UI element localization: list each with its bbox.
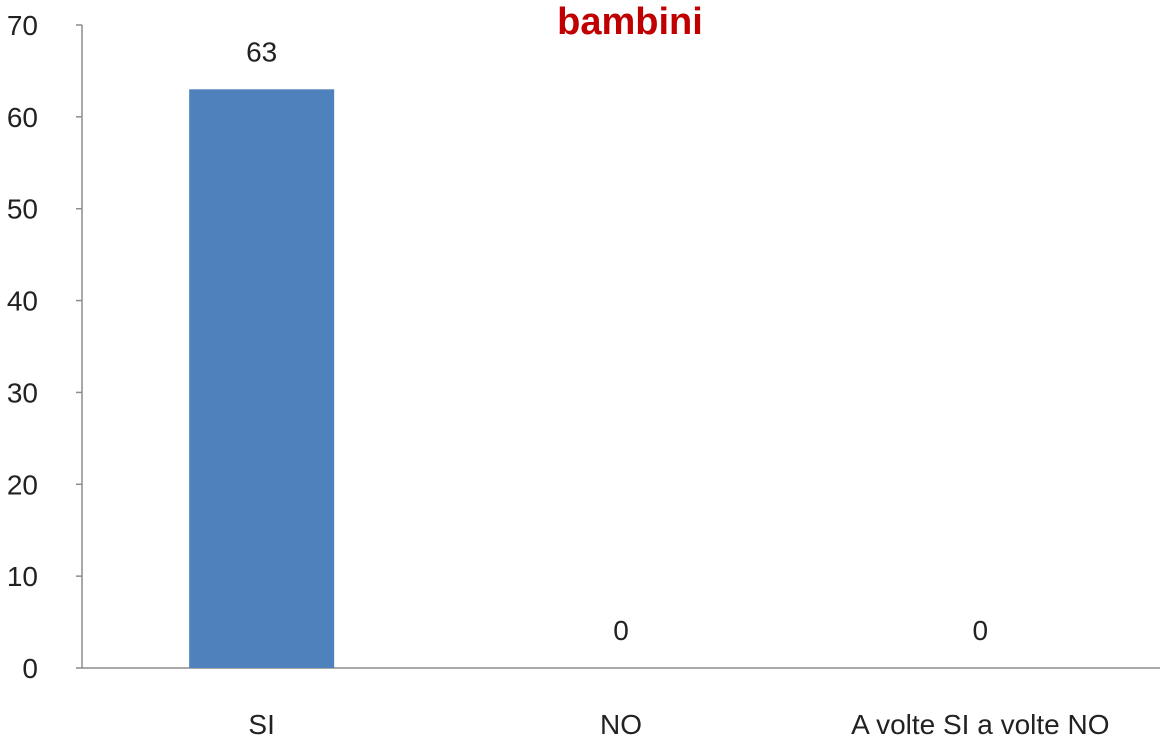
data-label: 63	[246, 36, 277, 67]
y-tick-label: 50	[7, 194, 38, 225]
plot-area: 0 10 20 30 40 50 60 70 63 SI 0 NO 0 A volte SI a volt…	[7, 10, 1160, 740]
y-tick-label: 40	[7, 286, 38, 317]
y-tick-label: 0	[22, 653, 38, 684]
chart-title: bambini	[557, 1, 703, 43]
y-tick-label: 70	[7, 10, 38, 41]
x-tick-label: NO	[600, 709, 642, 740]
x-tick-label: SI	[248, 709, 274, 740]
y-tick-label: 10	[7, 561, 38, 592]
x-tick-label: A volte SI a volte NO	[851, 709, 1109, 740]
bar	[189, 89, 335, 669]
y-tick-label: 60	[7, 102, 38, 133]
y-tick-label: 30	[7, 377, 38, 408]
data-label: 0	[613, 615, 629, 646]
data-label: 0	[973, 615, 989, 646]
y-tick-label: 20	[7, 469, 38, 500]
